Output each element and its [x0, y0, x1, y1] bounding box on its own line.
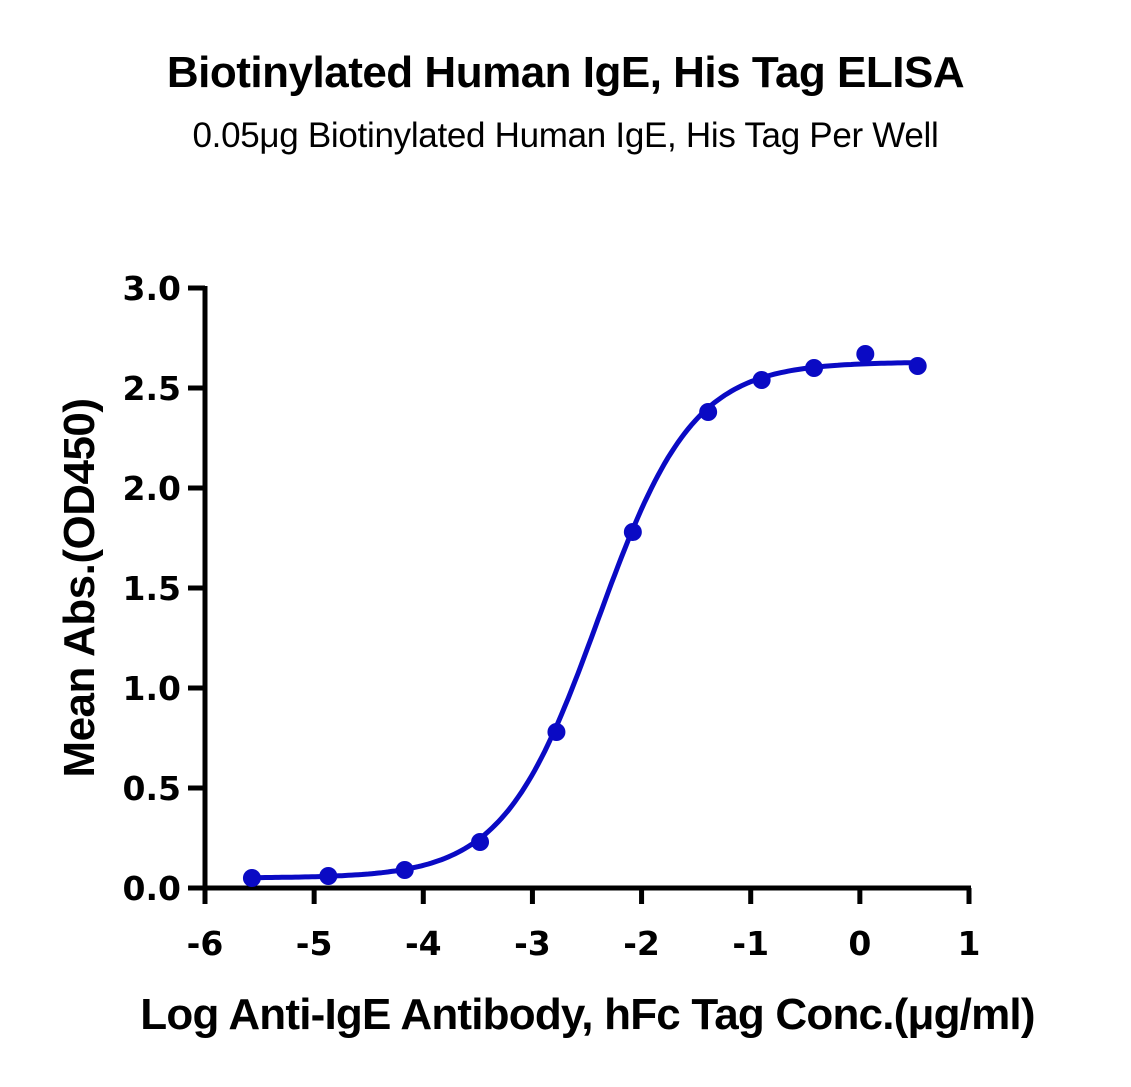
data-point — [319, 867, 338, 885]
axes — [202, 286, 971, 891]
data-point — [856, 345, 875, 363]
y-tick-label: 2.5 — [123, 369, 181, 408]
x-axis-ticks: -6 -5 -4 -3 -2 -1 0 1 — [187, 888, 981, 963]
x-tick-label: -5 — [296, 924, 333, 963]
y-tick-label: 2.0 — [123, 469, 181, 508]
fit-curve — [251, 360, 918, 881]
y-tick-label: 3.0 — [123, 269, 181, 308]
y-tick-label: 1.0 — [123, 669, 181, 708]
y-tick-label: 1.5 — [123, 569, 181, 608]
data-point — [242, 869, 261, 887]
x-tick-label: -3 — [514, 924, 551, 963]
chart-title: Biotinylated Human IgE, His Tag ELISA — [166, 48, 965, 97]
data-point — [908, 357, 927, 375]
x-tick-label: 0 — [848, 924, 871, 963]
data-point — [471, 833, 490, 851]
x-tick-label: 1 — [958, 924, 981, 963]
chart-subtitle: 0.05μg Biotinylated Human IgE, His Tag P… — [192, 116, 939, 155]
y-tick-label: 0.5 — [123, 769, 181, 808]
y-tick-label: 0.0 — [123, 869, 181, 908]
data-point — [623, 523, 642, 541]
data-point — [547, 723, 566, 741]
data-point — [805, 359, 824, 377]
x-tick-label: -6 — [187, 924, 224, 963]
x-tick-label: -2 — [623, 924, 660, 963]
data-point — [699, 403, 718, 421]
data-points — [242, 345, 927, 887]
y-axis-ticks: 0.0 0.5 1.0 1.5 2.0 2.5 3.0 — [123, 269, 205, 908]
data-point — [752, 371, 771, 389]
x-axis-label: Log Anti-IgE Antibody, hFc Tag Conc.(μg/… — [140, 990, 1035, 1039]
x-tick-label: -4 — [405, 924, 442, 963]
data-point — [395, 861, 414, 879]
x-tick-label: -1 — [732, 924, 769, 963]
